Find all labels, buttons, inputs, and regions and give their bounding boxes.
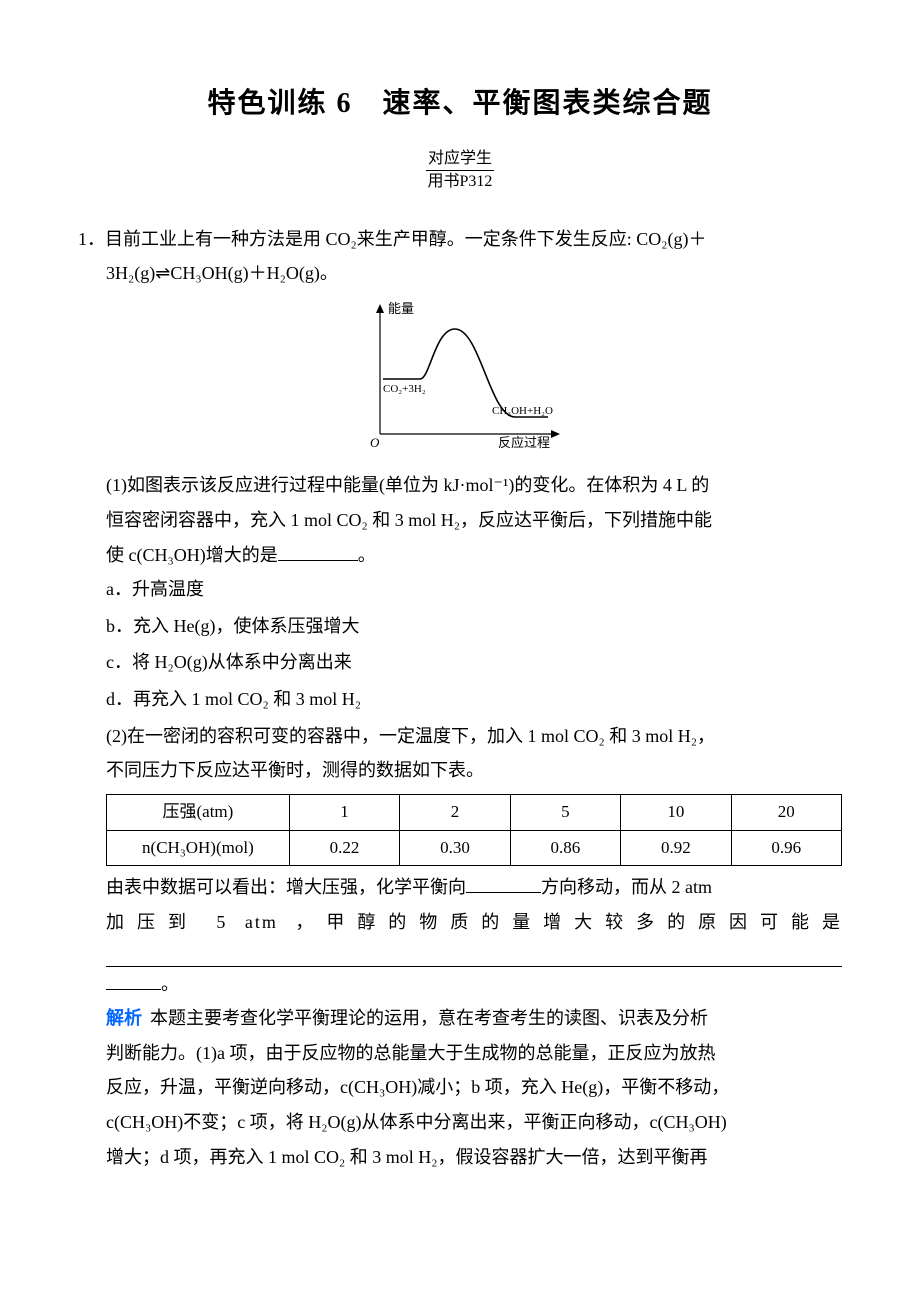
table-row: n(CH₃OH)(mol) 0.22 0.30 0.86 0.92 0.96 [107,830,842,866]
blank-1 [278,542,358,561]
svg-text:能量: 能量 [388,301,414,316]
table-cell: 0.96 [731,830,841,866]
analysis-line3: 反应，升温，平衡逆向移动，c(CH₃OH)减小；b 项，充入 He(g)，平衡不… [78,1072,842,1103]
subtitle-top: 对应学生 [426,148,494,171]
q1-p1c-pre: 使 c(CH₃OH)增大的是 [106,545,278,565]
blank-tail: 。 [78,969,842,1000]
analysis-line5: 增大；d 项，再充入 1 mol CO₂ 和 3 mol H₂，假设容器扩大一倍… [78,1142,842,1173]
option-b: b．充入 He(g)，使体系压强增大 [78,611,842,642]
subtitle: 对应学生 用书P312 [78,148,842,196]
table-cell: 1 [289,794,399,830]
table-cell: 0.30 [400,830,510,866]
q1-part1-line2: 恒容密闭容器中，充入 1 mol CO₂ 和 3 mol H₂，反应达平衡后，下… [78,505,842,536]
svg-text:反应过程: 反应过程 [498,435,550,449]
page-title: 特色训练 6 速率、平衡图表类综合题 [78,80,842,128]
q1-part2-line2: 不同压力下反应达平衡时，测得的数据如下表。 [78,755,842,786]
option-c: c．将 H₂O(g)从体系中分离出来 [78,647,842,678]
blank-3 [106,971,161,990]
table-row: 压强(atm) 1 2 5 10 20 [107,794,842,830]
blank-2 [466,874,541,893]
table-cell: 0.86 [510,830,620,866]
analysis-line2: 判断能力。(1)a 项，由于反应物的总能量大于生成物的总能量，正反应为放热 [78,1038,842,1069]
q1-stem-line2: 3H₂(g)⇌CH₃OH(g)＋H₂O(g)。 [78,258,842,289]
svg-text:CO₂+3H₂: CO₂+3H₂ [383,383,426,395]
svg-text:CH₃OH+H₂O: CH₃OH+H₂O [492,405,553,417]
after-table-l1-post: 方向移动，而从 2 atm [541,877,712,897]
table-header-mol: n(CH₃OH)(mol) [107,830,290,866]
energy-diagram: O 能量 反应过程 CO₂+3H₂ CH₃OH+H₂O [78,299,842,459]
q1-p1c-post: 。 [358,545,376,565]
data-table: 压强(atm) 1 2 5 10 20 n(CH₃OH)(mol) 0.22 0… [106,794,842,867]
analysis-line1: 解析本题主要考查化学平衡理论的运用，意在考查考生的读图、识表及分析 [78,1003,842,1034]
table-cell: 5 [510,794,620,830]
table-cell: 10 [621,794,731,830]
long-blank-line [106,944,842,967]
analysis-l1: 本题主要考查化学平衡理论的运用，意在考查考生的读图、识表及分析 [150,1008,708,1028]
option-a: a．升高温度 [78,574,842,605]
q1-part2-line1: (2)在一密闭的容积可变的容器中，一定温度下，加入 1 mol CO₂ 和 3 … [78,721,842,752]
table-cell: 20 [731,794,841,830]
analysis-line4: c(CH₃OH)不变；c 项，将 H₂O(g)从体系中分离出来，平衡正向移动，c… [78,1107,842,1138]
after-table-l1-pre: 由表中数据可以看出：增大压强，化学平衡向 [106,877,466,897]
q1-part1-line1: (1)如图表示该反应进行过程中能量(单位为 kJ·mol⁻¹)的变化。在体积为 … [78,470,842,501]
after-table-line1: 由表中数据可以看出：增大压强，化学平衡向 方向移动，而从 2 atm [78,872,842,903]
blank-tail-text: 。 [161,974,179,994]
table-cell: 0.22 [289,830,399,866]
analysis-label: 解析 [106,1008,142,1028]
table-cell: 2 [400,794,510,830]
svg-text:O: O [370,435,380,449]
table-header-pressure: 压强(atm) [107,794,290,830]
subtitle-bottom: 用书P312 [426,171,494,193]
table-cell: 0.92 [621,830,731,866]
after-table-line2: 加压到 5 atm ，甲醇的物质的量增大较多的原因可能是 [78,907,842,938]
q1-stem-line1: 1．目前工业上有一种方法是用 CO₂来生产甲醇。一定条件下发生反应: CO₂(g… [78,224,842,255]
q1-part1-line3: 使 c(CH₃OH)增大的是 。 [78,540,842,571]
option-d: d．再充入 1 mol CO₂ 和 3 mol H₂ [78,684,842,715]
